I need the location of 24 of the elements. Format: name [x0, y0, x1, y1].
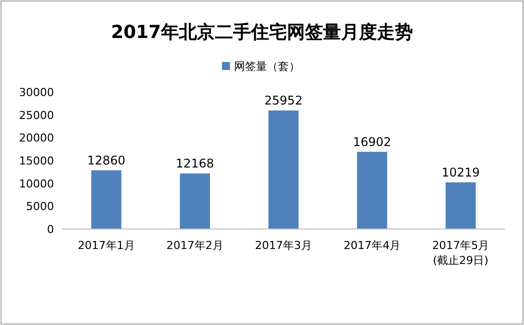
data-label: 10219	[442, 165, 480, 180]
bar	[91, 170, 122, 229]
y-tick-label: 25000	[19, 108, 54, 122]
bar	[357, 152, 388, 229]
bar	[180, 173, 210, 229]
y-tick-label: 15000	[19, 154, 54, 168]
y-tick-label: 10000	[19, 177, 54, 190]
y-tick-label: 5000	[26, 200, 54, 214]
x-tick-label: 2017年1月	[78, 239, 135, 252]
x-tick-label: 2017年5月 (截止29日)	[432, 239, 490, 267]
y-tick-label: 30000	[19, 86, 54, 99]
bar	[446, 182, 476, 229]
y-tick-label: 0	[47, 223, 54, 236]
bar	[268, 110, 299, 229]
data-label: 25952	[264, 93, 303, 108]
data-label: 16902	[353, 134, 392, 149]
data-label: 12860	[87, 153, 126, 168]
x-tick-label: 2017年2月	[166, 239, 224, 252]
legend-label: 网签量（套）	[234, 60, 300, 73]
x-tick-label: 2017年3月	[255, 239, 312, 252]
chart-title: 2017年北京二手住宅网签量月度走势	[110, 22, 414, 43]
x-tick-label: 2017年4月	[344, 239, 401, 252]
y-tick-label: 20000	[19, 132, 54, 145]
data-label: 12168	[176, 156, 214, 170]
